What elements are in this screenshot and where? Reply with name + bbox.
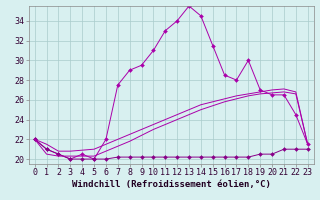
X-axis label: Windchill (Refroidissement éolien,°C): Windchill (Refroidissement éolien,°C)	[72, 180, 271, 189]
